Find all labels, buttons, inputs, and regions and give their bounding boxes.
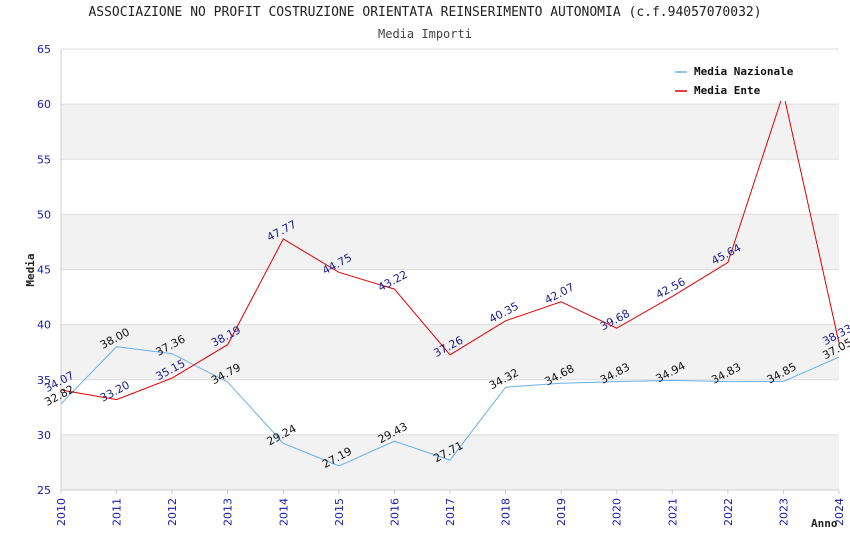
series-line-media-nazionale bbox=[60, 346, 840, 467]
chart-subtitle: Media Importi bbox=[378, 27, 472, 41]
y-tick-label: 30 bbox=[37, 429, 51, 442]
y-tick-label: 45 bbox=[37, 264, 51, 277]
plot-band bbox=[61, 214, 839, 270]
x-tick-label: 2013 bbox=[222, 498, 235, 526]
plot-bands bbox=[61, 49, 839, 490]
legend-label-media-ente: Media Ente bbox=[694, 84, 761, 97]
legend-label-media-nazionale: Media Nazionale bbox=[694, 65, 794, 78]
x-tick-label: 2014 bbox=[277, 498, 290, 526]
y-tick-label: 65 bbox=[37, 43, 51, 56]
plot-band bbox=[61, 324, 839, 380]
y-tick-label: 55 bbox=[37, 153, 51, 166]
plot-band bbox=[61, 104, 839, 160]
x-tick-label: 2015 bbox=[333, 498, 346, 526]
series-line-media-ente bbox=[60, 91, 840, 401]
x-tick-label: 2012 bbox=[166, 498, 179, 526]
x-tick-label: 2021 bbox=[666, 498, 679, 526]
y-tick-label: 25 bbox=[37, 484, 51, 497]
x-tick-label: 2023 bbox=[777, 498, 790, 526]
x-axis-ticks: 2010 2011 2012 2013 2014 2015 2016 2017 2018 2019… bbox=[55, 490, 846, 526]
x-tick-label: 2024 bbox=[833, 498, 846, 526]
plot-band bbox=[61, 269, 839, 325]
y-tick-label: 35 bbox=[37, 374, 51, 387]
x-tick-label: 2018 bbox=[500, 498, 513, 526]
legend: Media Nazionale Media Ente bbox=[669, 59, 809, 101]
plot-band bbox=[61, 434, 839, 490]
x-tick-label: 2016 bbox=[388, 498, 401, 526]
x-tick-label: 2019 bbox=[555, 498, 568, 526]
plot-band bbox=[61, 379, 839, 435]
x-tick-label: 2020 bbox=[611, 498, 624, 526]
legend-box bbox=[669, 59, 809, 101]
x-tick-label: 2011 bbox=[111, 498, 124, 526]
y-axis-ticks: 25 30 35 40 45 50 55 60 65 bbox=[37, 43, 51, 497]
y-axis-label: Media bbox=[24, 253, 37, 286]
series-lines bbox=[60, 91, 840, 467]
y-tick-label: 60 bbox=[37, 98, 51, 111]
x-tick-label: 2017 bbox=[444, 498, 457, 526]
y-tick-label: 40 bbox=[37, 319, 51, 332]
y-tick-label: 50 bbox=[37, 208, 51, 221]
x-tick-label: 2022 bbox=[722, 498, 735, 526]
x-axis-label: Anno bbox=[811, 517, 838, 530]
x-tick-label: 2010 bbox=[55, 498, 68, 526]
plot-band bbox=[61, 159, 839, 215]
chart-title: ASSOCIAZIONE NO PROFIT COSTRUZIONE ORIEN… bbox=[88, 5, 762, 20]
